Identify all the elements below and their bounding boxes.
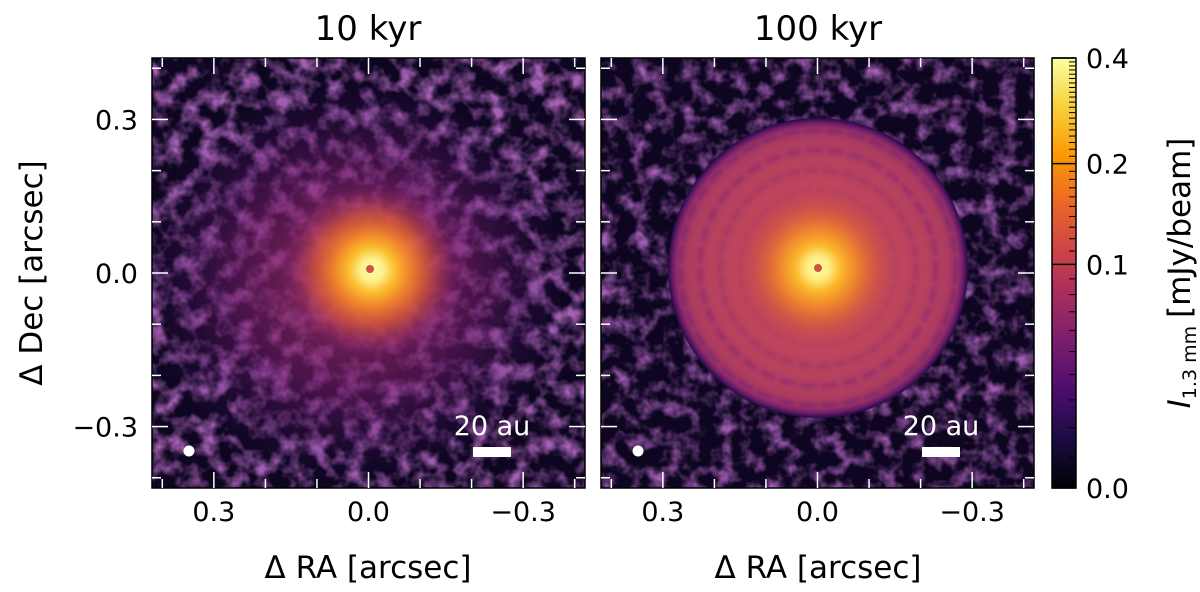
colorbar-label: I1.3 mm [mJy/beam] [1162,138,1200,409]
panel-10kyr-image: 20 au [152,58,585,488]
colorbar-label-unit: [mJy/beam] [1162,138,1198,318]
panel-100kyr: 20 au 100 kyr [600,9,1035,489]
colorbar-gradient [1052,58,1076,488]
y-tick-labels: 0.3 0.0 −0.3 [72,105,138,443]
panel-10kyr-ticks [152,58,585,488]
panel-100kyr-title: 100 kyr [754,9,882,49]
colorbar-label-main: I [1162,399,1198,408]
scale-bar-100kyr [922,447,960,457]
panel-10kyr-title: 10 kyr [315,9,422,49]
y-tick-label: −0.3 [72,413,138,444]
colorbar-tick-label: 0.2 [1086,150,1129,181]
colorbar-frame [1051,57,1077,489]
panel-10kyr: 20 au 10 kyr [151,9,586,489]
x-tick-label: 0.0 [796,497,839,528]
beam-ellipse-100kyr [632,445,644,457]
x-tick-label: 0.3 [192,497,235,528]
colorbar-tick-label: 0.4 [1086,44,1129,75]
y-tick-label: 0.0 [95,259,138,290]
colorbar-tick-label: 0.1 [1086,250,1129,281]
beam-ellipse-10kyr [183,445,195,457]
x-axis-label-left: Δ RA [arcsec] [265,550,472,586]
colorbar-tick-labels: 0.4 0.2 0.1 0.0 [1086,44,1129,505]
scale-bar-10kyr [473,447,511,457]
colorbar-label-sub: 1.3 mm [1179,326,1200,399]
scale-bar-label-10kyr: 20 au [454,411,531,442]
x-tick-label: 0.0 [347,497,390,528]
y-axis-label: Δ Dec [arcsec] [14,160,50,385]
y-tick-label: 0.3 [95,105,138,136]
x-tick-label: 0.3 [641,497,684,528]
panel-100kyr-image: 20 au [601,58,1034,488]
x-tick-labels: 0.3 0.0 −0.3 0.3 0.0 −0.3 [192,497,1005,528]
x-tick-label: −0.3 [939,497,1005,528]
x-tick-label: −0.3 [490,497,556,528]
colorbar-tick-label: 0.0 [1086,474,1129,505]
colorbar-minor-ticks [1069,61,1076,458]
x-axis-label-right: Δ RA [arcsec] [715,550,922,586]
panel-100kyr-ticks [601,58,1034,488]
colorbar: 0.4 0.2 0.1 0.0 I1.3 mm [mJy/beam] [1051,44,1200,505]
scale-bar-label-100kyr: 20 au [903,411,980,442]
